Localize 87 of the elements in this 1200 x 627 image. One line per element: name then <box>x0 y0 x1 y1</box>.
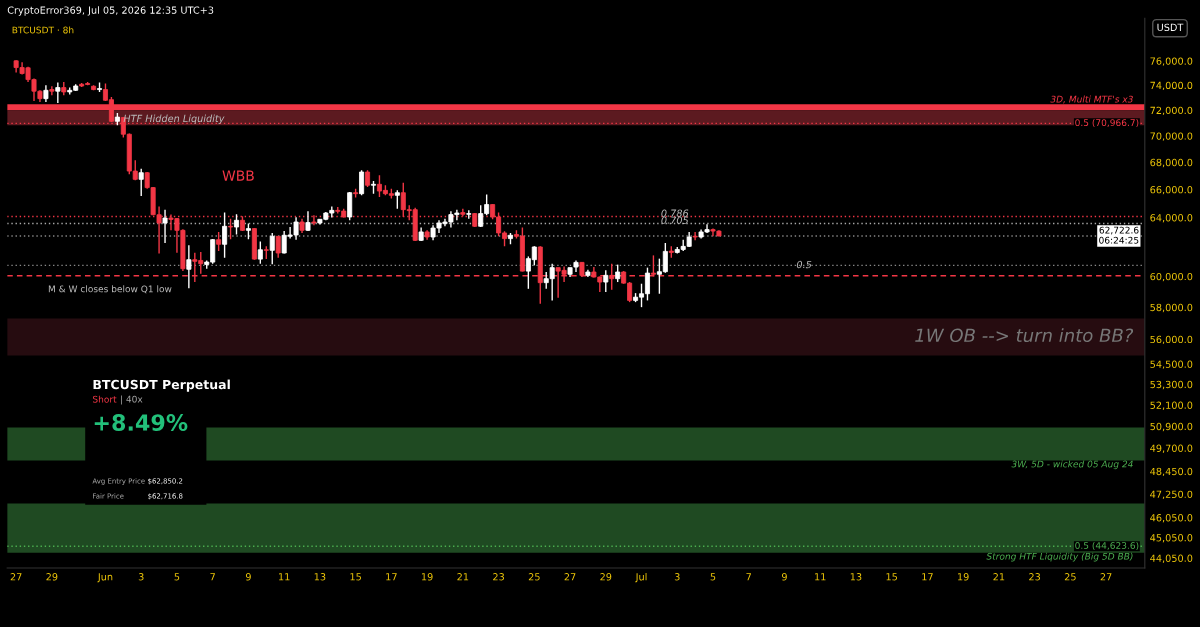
x-tick-label: 29 <box>46 573 58 581</box>
y-tick-label: 48,450.0 <box>1150 467 1193 477</box>
x-tick-label: 3 <box>138 573 144 581</box>
y-tick-label: 58,000.0 <box>1150 303 1193 313</box>
candlestick <box>222 211 228 259</box>
y-tick-label: 53,300.0 <box>1150 380 1193 390</box>
text: BTCUSDT · 8h <box>12 26 74 34</box>
x-tick-label: 9 <box>245 573 251 581</box>
annotation: 0.786 <box>661 209 689 217</box>
candlestick <box>359 169 365 197</box>
annotation: HTF Hidden Liquidity <box>123 114 225 124</box>
candlestick <box>234 213 240 236</box>
annotation: WBB <box>222 170 254 181</box>
annotation: 0.705 <box>661 216 689 224</box>
y-tick-label: 72,000.0 <box>1150 106 1193 116</box>
candlestick <box>138 167 144 197</box>
annotation: +8.49% <box>94 414 188 431</box>
y-tick-label: 66,000.0 <box>1150 186 1193 195</box>
candlestick <box>228 218 234 241</box>
x-tick-label: 25 <box>1064 573 1076 581</box>
y-tick-label: 60,000.0 <box>1150 272 1193 282</box>
x-tick-label: 23 <box>1029 573 1041 581</box>
annotation: M & W closes below Q1 low <box>48 285 172 294</box>
y-tick-label: 50,900.0 <box>1150 422 1193 432</box>
x-tick-label: 7 <box>746 573 751 581</box>
x-tick-label: 21 <box>993 573 1005 581</box>
x-tick-label: 5 <box>174 573 180 581</box>
x-tick-label: 15 <box>886 573 898 581</box>
candlestick <box>275 235 281 259</box>
y-tick-label: 45,050.0 <box>1150 534 1193 543</box>
ref-line-label: 0.5 (44,623.6) <box>1075 541 1139 550</box>
band-label: 1W OB --> turn into BB? <box>915 328 1134 343</box>
x-tick-label: 15 <box>350 573 361 581</box>
chart-subtitle: CryptoError369, Jul 05, 2026 12:35 UTC+3 <box>7 6 214 16</box>
x-tick-label: 23 <box>493 573 504 581</box>
x-tick-label: 11 <box>815 573 826 581</box>
annotation: BTCUSDT Perpetual <box>93 379 230 392</box>
x-tick-label: 21 <box>457 573 469 581</box>
y-tick-label: 54,500.0 <box>1150 360 1193 369</box>
ref-line-label: 0.5 (70,966.7) <box>1075 119 1139 128</box>
y-tick-label: 56,000.0 <box>1150 335 1193 345</box>
y-tick-label: 68,000.0 <box>1150 158 1193 168</box>
x-tick-label: Jul <box>635 572 647 583</box>
annotation: | 40x <box>121 395 143 405</box>
candlestick <box>257 240 263 265</box>
x-tick-label: 7 <box>210 573 215 581</box>
candlestick <box>216 231 222 252</box>
x-tick-label: 17 <box>386 573 397 581</box>
candlestick <box>49 85 55 96</box>
x-tick-label: 19 <box>958 573 969 581</box>
y-tick-label: 52,100.0 <box>1150 401 1193 410</box>
annotation: Short <box>93 395 117 403</box>
x-tick-label: 3 <box>674 573 680 581</box>
candlestick <box>55 81 61 104</box>
x-tick-label: 27 <box>564 573 576 581</box>
x-tick-label: 27 <box>10 573 22 581</box>
candlestick <box>186 244 192 289</box>
candlestick <box>162 208 168 244</box>
x-tick-label: 13 <box>314 573 326 581</box>
x-tick-label: 17 <box>922 573 933 581</box>
x-tick-label: 25 <box>528 573 540 581</box>
band-label: Strong HTF Liquidity (Big 5D BB) <box>986 552 1133 562</box>
y-tick-label: 46,050.0 <box>1150 514 1193 523</box>
candlestick <box>394 189 400 210</box>
y-tick-label: 74,000.0 <box>1150 81 1193 91</box>
x-tick-label: 13 <box>850 573 862 581</box>
y-tick-label: 76,000.0 <box>1150 57 1193 66</box>
y-tick-label: 49,700.0 <box>1150 444 1193 453</box>
annotation: 0.5 <box>796 260 812 269</box>
x-tick-label: Jun <box>97 573 113 583</box>
y-tick-label: 70,000.0 <box>1150 132 1193 141</box>
y-axis-title: USDT <box>1157 23 1184 32</box>
x-tick-label: 19 <box>421 573 433 581</box>
y-tick-label: 64,000.0 <box>1150 214 1193 223</box>
y-tick-label: 44,050.0 <box>1150 554 1193 563</box>
x-tick-label: 5 <box>710 573 716 581</box>
x-tick-label: 29 <box>600 573 612 581</box>
x-tick-label: 9 <box>781 573 787 581</box>
band-label: 3W, 5D - wicked 05 Aug 24 <box>1011 460 1133 470</box>
x-tick-label: 27 <box>1100 573 1112 581</box>
candlestick <box>269 232 275 266</box>
candlestick <box>603 269 609 293</box>
y-tick-label: 47,250.0 <box>1150 490 1193 499</box>
x-tick-label: 11 <box>279 573 290 581</box>
band-label: 3D, Multi MTF's x3 <box>1050 95 1133 104</box>
candlestick <box>692 231 698 242</box>
ref-line-label: 62,722.6 06:24:25 <box>1099 226 1139 244</box>
